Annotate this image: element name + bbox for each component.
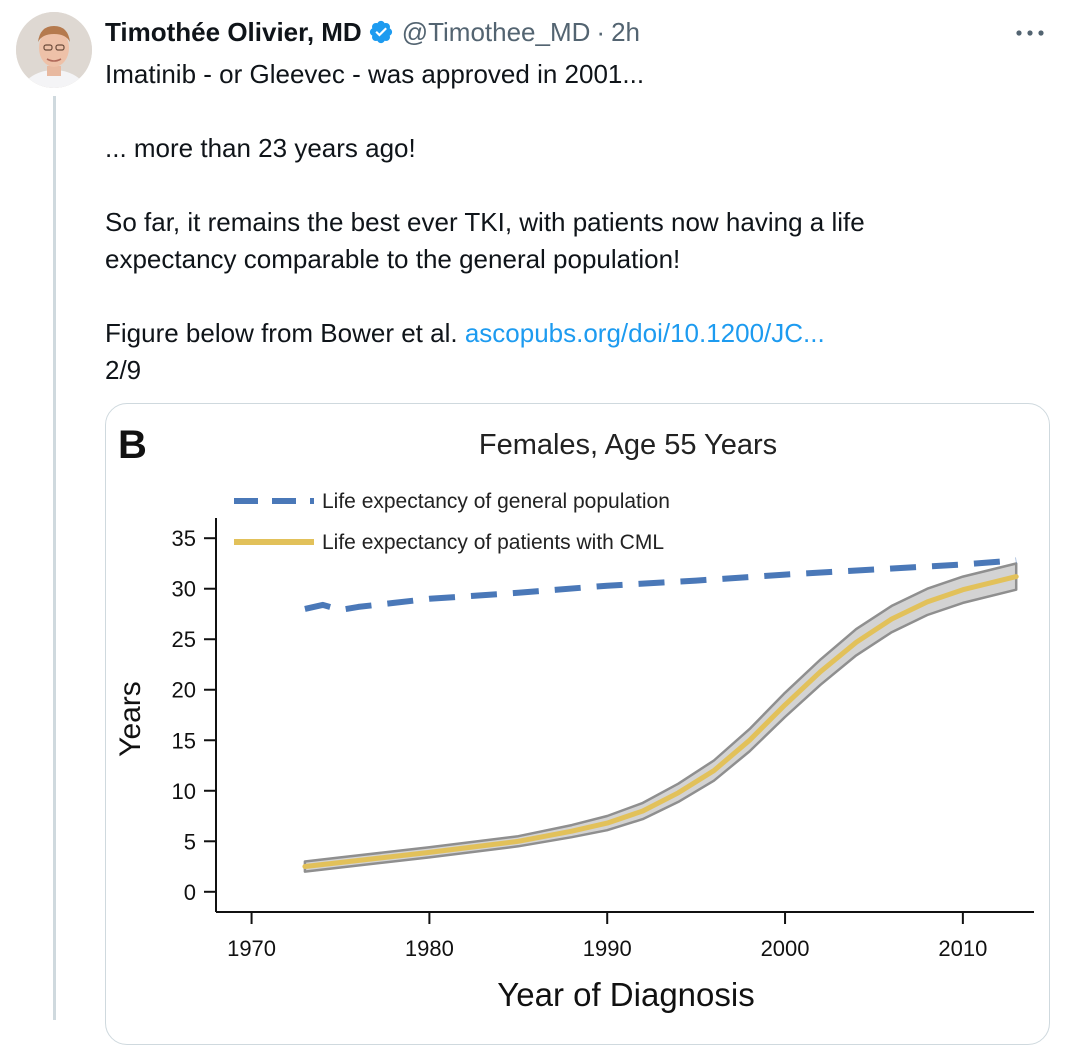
x-tick-label: 2000	[761, 936, 810, 961]
y-tick-label: 30	[172, 577, 196, 602]
y-ticks: 0 5 10 15 20 25 30 35	[172, 526, 216, 905]
tweet-line-text: Figure below from Bower et al.	[105, 318, 458, 348]
tweet-line: expectancy comparable to the general pop…	[105, 241, 1045, 278]
more-options-button[interactable]	[1010, 18, 1050, 48]
legend-label-general: Life expectancy of general population	[322, 490, 670, 513]
article-link[interactable]: ascopubs.org/doi/10.1200/JC...	[465, 318, 825, 348]
timestamp[interactable]: 2h	[611, 17, 640, 48]
y-tick-label: 35	[172, 526, 196, 551]
thread-counter: 2/9	[105, 352, 1045, 389]
plot-area	[305, 560, 1016, 871]
x-axis-label: Year of Diagnosis	[497, 976, 754, 1013]
tweet-header: Timothée Olivier, MD @Timothee_MD · 2h	[105, 14, 640, 50]
verified-badge-icon[interactable]	[368, 19, 394, 45]
legend: Life expectancy of general population Li…	[234, 490, 670, 554]
profile-photo-icon	[16, 12, 92, 88]
x-tick-label: 2010	[938, 936, 987, 961]
x-tick-label: 1980	[405, 936, 454, 961]
tweet-media[interactable]: B Females, Age 55 Years Life expectancy …	[105, 403, 1050, 1045]
y-tick-label: 25	[172, 627, 196, 652]
x-tick-label: 1970	[227, 936, 276, 961]
y-tick-label: 5	[184, 829, 196, 854]
tweet-line: ... more than 23 years ago!	[105, 130, 1045, 167]
tweet-line: Imatinib - or Gleevec - was approved in …	[105, 56, 1045, 93]
chart-title: Females, Age 55 Years	[479, 429, 777, 461]
tweet-line: So far, it remains the best ever TKI, wi…	[105, 204, 1045, 241]
tweet-text: Imatinib - or Gleevec - was approved in …	[105, 56, 1045, 389]
author-handle[interactable]: @Timothee_MD	[402, 17, 591, 48]
chart: B Females, Age 55 Years Life expectancy …	[106, 404, 1049, 1044]
y-tick-label: 10	[172, 779, 196, 804]
thread-line	[53, 96, 56, 1020]
y-tick-label: 15	[172, 728, 196, 753]
avatar[interactable]	[16, 12, 92, 88]
author-name[interactable]: Timothée Olivier, MD	[105, 17, 362, 48]
panel-label: B	[118, 423, 147, 467]
axes	[216, 518, 1034, 912]
x-ticks: 1970 1980 1990 2000 2010	[227, 912, 987, 961]
more-horizontal-icon	[1015, 29, 1045, 37]
legend-label-cml: Life expectancy of patients with CML	[322, 531, 664, 554]
tweet-line: Figure below from Bower et al. ascopubs.…	[105, 315, 1045, 352]
y-tick-label: 20	[172, 678, 196, 703]
x-tick-label: 1990	[583, 936, 632, 961]
separator-dot: ·	[596, 17, 605, 48]
y-axis-label: Years	[114, 681, 147, 757]
y-tick-label: 0	[184, 880, 196, 905]
